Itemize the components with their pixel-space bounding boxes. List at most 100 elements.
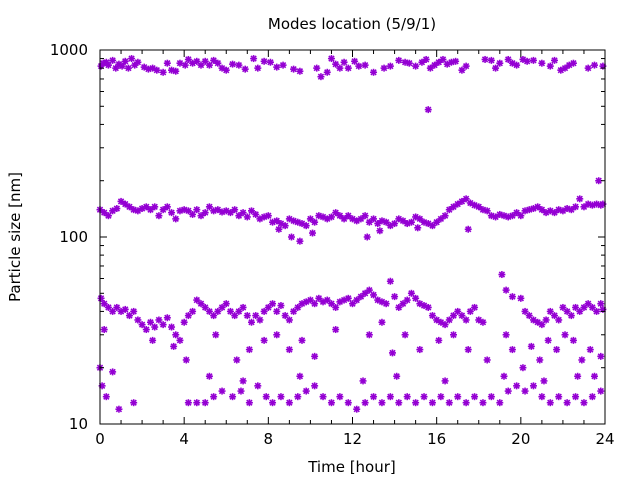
data-point xyxy=(168,209,176,217)
data-point xyxy=(180,318,188,326)
data-point xyxy=(273,63,281,71)
data-point xyxy=(380,64,388,72)
data-point xyxy=(222,66,230,74)
data-point xyxy=(378,318,386,326)
data-point xyxy=(269,300,277,308)
data-point xyxy=(311,218,319,226)
data-point xyxy=(332,326,340,334)
data-point xyxy=(281,222,289,230)
data-point xyxy=(243,312,251,320)
data-point xyxy=(454,393,462,401)
data-point xyxy=(121,305,129,313)
data-point xyxy=(464,346,472,354)
data-point xyxy=(508,346,516,354)
data-point xyxy=(294,393,302,401)
data-point xyxy=(285,346,293,354)
data-point xyxy=(403,296,411,304)
data-point xyxy=(588,393,596,401)
data-point xyxy=(462,62,470,70)
data-point xyxy=(414,224,422,232)
data-point xyxy=(586,346,594,354)
data-point xyxy=(309,229,317,237)
data-point xyxy=(597,387,605,395)
data-point xyxy=(151,323,159,331)
data-point xyxy=(588,201,596,209)
data-point xyxy=(163,203,171,211)
data-point xyxy=(428,399,436,407)
data-point xyxy=(483,356,491,364)
data-point xyxy=(508,212,516,220)
data-point xyxy=(163,59,171,67)
data-point xyxy=(163,314,171,322)
data-point xyxy=(159,68,167,76)
data-point xyxy=(296,372,304,380)
data-point xyxy=(462,399,470,407)
data-point xyxy=(296,237,304,245)
data-point xyxy=(273,331,281,339)
data-point xyxy=(529,382,537,390)
data-point xyxy=(370,291,378,299)
data-point xyxy=(578,356,586,364)
data-point xyxy=(201,209,209,217)
data-point xyxy=(168,323,176,331)
data-point xyxy=(527,342,535,350)
data-point xyxy=(496,59,504,67)
data-point xyxy=(388,349,396,357)
data-point xyxy=(241,65,249,73)
data-point xyxy=(546,399,554,407)
data-point xyxy=(205,372,213,380)
axes: 0 4 8 12 16 20 24 10 100 1000 xyxy=(50,41,615,448)
data-point xyxy=(412,399,420,407)
data-point xyxy=(311,300,319,308)
plot-area xyxy=(96,55,607,413)
x-tick-label: 20 xyxy=(511,430,530,448)
data-point xyxy=(357,293,365,301)
data-point xyxy=(597,352,605,360)
data-point xyxy=(523,57,531,65)
data-point xyxy=(361,212,369,220)
data-point xyxy=(151,203,159,211)
data-point xyxy=(197,212,205,220)
data-point xyxy=(277,393,285,401)
data-point xyxy=(317,73,325,81)
data-point xyxy=(100,209,108,217)
data-point xyxy=(233,356,241,364)
data-point xyxy=(386,277,394,285)
data-point xyxy=(353,405,361,413)
data-point xyxy=(153,66,161,74)
data-point xyxy=(458,197,466,205)
data-point xyxy=(210,393,218,401)
x-tick-label: 12 xyxy=(343,430,362,448)
data-point xyxy=(363,233,371,241)
y-tick-label: 10 xyxy=(69,415,88,433)
data-point xyxy=(182,356,190,364)
data-point xyxy=(496,399,504,407)
data-point xyxy=(513,382,521,390)
data-point xyxy=(546,62,554,70)
data-point xyxy=(487,393,495,401)
data-point xyxy=(538,59,546,67)
data-point xyxy=(361,289,369,297)
data-point xyxy=(113,303,121,311)
data-point xyxy=(243,213,251,221)
data-point xyxy=(580,399,588,407)
data-point xyxy=(492,64,500,72)
data-point xyxy=(172,331,180,339)
data-point xyxy=(239,377,247,385)
chart-title: Modes location (5/9/1) xyxy=(268,15,436,33)
data-point xyxy=(214,307,222,315)
data-point xyxy=(454,200,462,208)
data-point xyxy=(327,399,335,407)
data-point xyxy=(285,316,293,324)
data-point xyxy=(229,60,237,68)
data-point xyxy=(422,55,430,63)
data-point xyxy=(403,220,411,228)
data-point xyxy=(464,225,472,233)
data-point xyxy=(336,64,344,72)
data-point xyxy=(487,56,495,64)
data-point xyxy=(405,59,413,67)
y-axis-label: Particle size [nm] xyxy=(6,172,24,302)
data-point xyxy=(529,56,537,64)
data-point xyxy=(386,62,394,70)
data-point xyxy=(109,56,117,64)
